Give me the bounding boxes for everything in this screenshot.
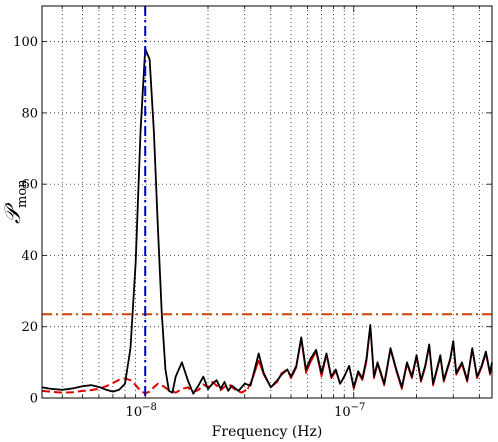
plot-background xyxy=(42,6,492,398)
ticks xyxy=(42,6,492,399)
y-axis-label-sub: mon xyxy=(15,179,30,208)
plot-frame xyxy=(41,5,493,399)
x-tick-label: 10−8 xyxy=(126,402,157,420)
y-tick-label: 0 xyxy=(30,392,38,407)
series-black-line xyxy=(41,47,493,395)
y-tick-label: 60 xyxy=(21,178,38,193)
y-tick-label: 40 xyxy=(21,249,38,264)
y-tick-label: 20 xyxy=(21,320,38,335)
reference-lines xyxy=(42,6,492,398)
series-layer xyxy=(41,47,493,395)
y-tick-label: 80 xyxy=(21,106,38,121)
x-tick-label: 10−7 xyxy=(334,402,365,420)
x-axis-label: Frequency (Hz) xyxy=(212,424,323,440)
y-tick-label: 100 xyxy=(13,35,38,50)
series-red-dashed-line xyxy=(41,377,249,395)
tick-labels: 0 20 40 60 80 100 10−8 10−7 xyxy=(13,35,365,420)
y-axis-label: 𝒫 mon xyxy=(1,179,30,224)
